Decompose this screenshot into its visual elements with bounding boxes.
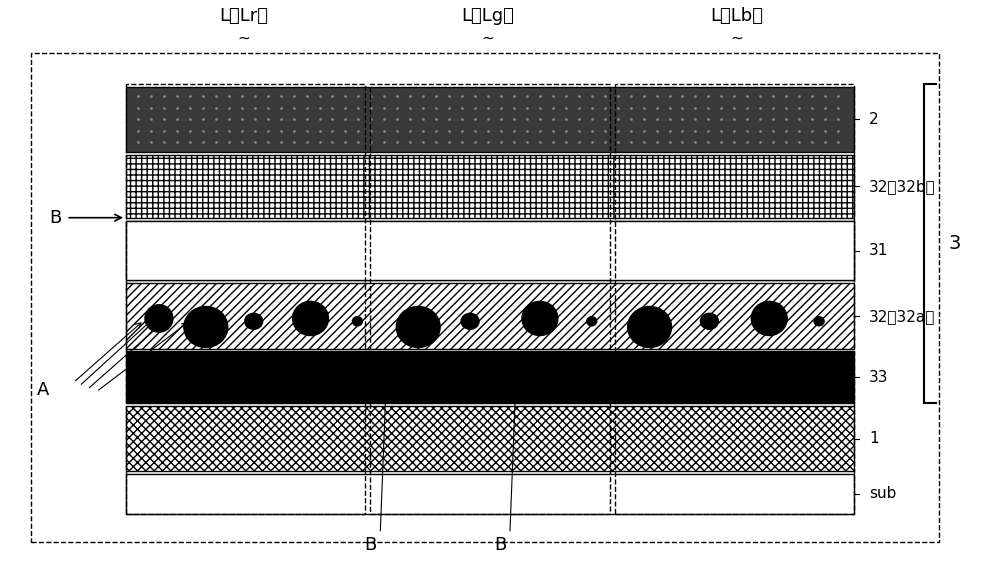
Text: ~: ~ (237, 31, 250, 46)
Ellipse shape (751, 301, 787, 336)
Bar (370, 84, 610, 514)
Ellipse shape (587, 317, 597, 326)
Text: 31: 31 (869, 243, 888, 258)
Text: sub: sub (869, 486, 896, 501)
Ellipse shape (145, 305, 173, 332)
Text: 3: 3 (949, 234, 961, 253)
Bar (126, 474, 854, 514)
Bar (126, 221, 854, 280)
Text: 32（32b）: 32（32b） (869, 179, 936, 194)
Bar (369, 221, 611, 280)
Text: 32（32a）: 32（32a） (869, 309, 935, 324)
Text: 1: 1 (869, 431, 879, 446)
Ellipse shape (522, 301, 558, 336)
Bar (126, 221, 854, 280)
Text: ~: ~ (482, 31, 494, 46)
Ellipse shape (245, 313, 263, 329)
Text: L（Lb）: L（Lb） (710, 7, 763, 25)
Bar (126, 84, 365, 514)
Text: L（Lr）: L（Lr） (219, 7, 268, 25)
Ellipse shape (628, 307, 672, 347)
Bar (126, 283, 854, 348)
Bar (126, 87, 854, 152)
Bar (126, 406, 854, 471)
Text: 2: 2 (869, 112, 879, 127)
Ellipse shape (461, 313, 479, 329)
Ellipse shape (700, 313, 718, 329)
Ellipse shape (396, 307, 440, 347)
Ellipse shape (352, 317, 362, 326)
Text: 33: 33 (869, 370, 888, 384)
Text: A: A (37, 380, 49, 399)
Bar (126, 221, 369, 280)
Text: B: B (364, 536, 376, 554)
Text: ~: ~ (730, 31, 743, 46)
Bar (126, 351, 854, 403)
Ellipse shape (293, 301, 328, 336)
Bar (615, 84, 854, 514)
Ellipse shape (814, 317, 824, 326)
Text: L（Lg）: L（Lg） (462, 7, 514, 25)
Bar (611, 221, 854, 280)
Text: B: B (49, 209, 61, 227)
Bar (126, 155, 854, 218)
Bar (31, 53, 939, 542)
Ellipse shape (184, 307, 228, 347)
Text: B: B (494, 536, 506, 554)
